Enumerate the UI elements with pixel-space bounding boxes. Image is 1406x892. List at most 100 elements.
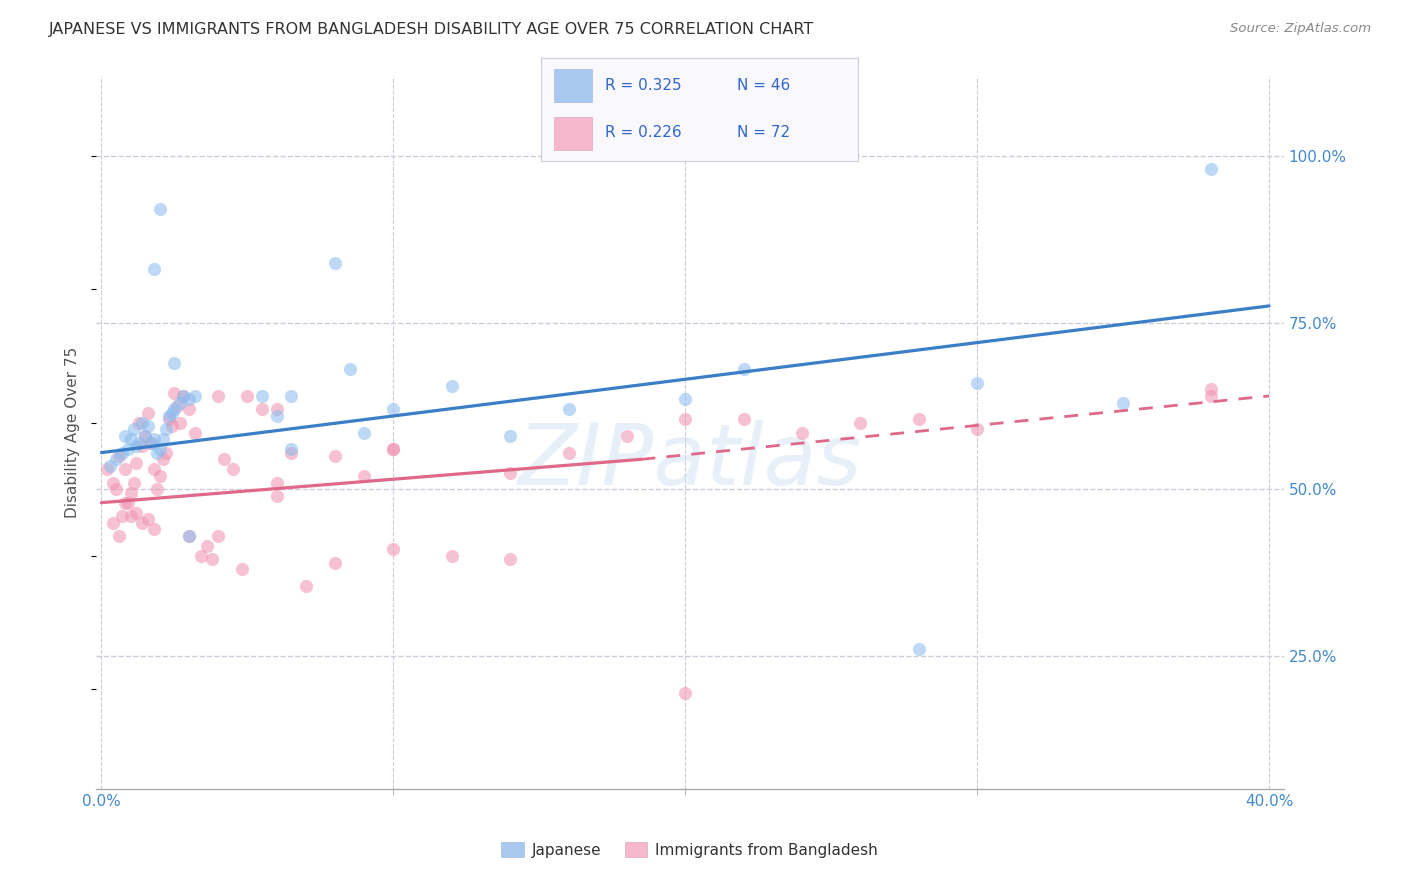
Point bbox=[499, 429, 522, 443]
Point bbox=[201, 552, 224, 566]
Point bbox=[169, 395, 191, 409]
Point bbox=[136, 419, 159, 434]
Point bbox=[152, 432, 174, 446]
Point bbox=[125, 456, 148, 470]
Point bbox=[149, 469, 172, 483]
Point bbox=[157, 409, 180, 423]
Point bbox=[101, 475, 124, 490]
Point bbox=[136, 512, 159, 526]
Point bbox=[266, 402, 288, 417]
Point bbox=[120, 432, 142, 446]
Y-axis label: Disability Age Over 75: Disability Age Over 75 bbox=[65, 347, 80, 518]
Point bbox=[122, 422, 145, 436]
Point bbox=[1199, 162, 1222, 177]
Point bbox=[146, 483, 169, 497]
Bar bbox=[554, 70, 592, 102]
Point bbox=[163, 402, 186, 417]
Point bbox=[166, 399, 188, 413]
Point bbox=[177, 529, 200, 543]
Point bbox=[157, 412, 180, 426]
Point bbox=[128, 416, 150, 430]
Point bbox=[172, 389, 194, 403]
Point bbox=[966, 376, 988, 390]
Point bbox=[353, 425, 375, 440]
Point bbox=[131, 416, 153, 430]
Point bbox=[136, 406, 159, 420]
Point bbox=[207, 389, 229, 403]
Point bbox=[280, 442, 302, 457]
Point bbox=[143, 432, 166, 446]
Point bbox=[139, 435, 162, 450]
Point bbox=[1199, 389, 1222, 403]
Point bbox=[163, 385, 186, 400]
Point bbox=[108, 449, 131, 463]
Point bbox=[382, 442, 405, 457]
Point bbox=[105, 452, 128, 467]
Point bbox=[160, 406, 183, 420]
Point bbox=[907, 412, 929, 426]
Point bbox=[207, 529, 229, 543]
Point bbox=[177, 402, 200, 417]
Text: N = 46: N = 46 bbox=[738, 78, 790, 93]
Point bbox=[143, 522, 166, 536]
Point bbox=[339, 362, 361, 376]
Point bbox=[184, 389, 207, 403]
Point bbox=[907, 642, 929, 657]
Point bbox=[134, 429, 156, 443]
Point bbox=[733, 412, 755, 426]
Point bbox=[323, 449, 346, 463]
Point bbox=[114, 429, 136, 443]
Point bbox=[250, 402, 273, 417]
Point bbox=[149, 202, 172, 217]
Point bbox=[557, 445, 579, 459]
Point bbox=[114, 462, 136, 476]
Point bbox=[499, 466, 522, 480]
Point bbox=[382, 402, 405, 417]
Point bbox=[143, 462, 166, 476]
Point bbox=[105, 483, 128, 497]
Text: R = 0.325: R = 0.325 bbox=[605, 78, 681, 93]
Point bbox=[152, 452, 174, 467]
Point bbox=[673, 412, 696, 426]
Point bbox=[673, 686, 696, 700]
Point bbox=[266, 489, 288, 503]
Point bbox=[280, 389, 302, 403]
Point bbox=[557, 402, 579, 417]
Point bbox=[190, 549, 212, 563]
Point bbox=[117, 496, 139, 510]
Point bbox=[212, 452, 235, 467]
Point bbox=[122, 475, 145, 490]
Point bbox=[440, 549, 463, 563]
Point bbox=[101, 516, 124, 530]
Point bbox=[108, 529, 131, 543]
Point bbox=[849, 416, 872, 430]
Point bbox=[117, 442, 139, 457]
Point bbox=[966, 422, 988, 436]
Point bbox=[149, 442, 172, 457]
Text: N = 72: N = 72 bbox=[738, 125, 790, 140]
Text: JAPANESE VS IMMIGRANTS FROM BANGLADESH DISABILITY AGE OVER 75 CORRELATION CHART: JAPANESE VS IMMIGRANTS FROM BANGLADESH D… bbox=[49, 22, 814, 37]
Point bbox=[114, 496, 136, 510]
Point bbox=[499, 552, 522, 566]
Point bbox=[172, 389, 194, 403]
Point bbox=[177, 392, 200, 407]
Text: Source: ZipAtlas.com: Source: ZipAtlas.com bbox=[1230, 22, 1371, 36]
Point bbox=[111, 445, 134, 459]
Legend: Japanese, Immigrants from Bangladesh: Japanese, Immigrants from Bangladesh bbox=[495, 836, 884, 863]
Point bbox=[236, 389, 259, 403]
Point bbox=[134, 429, 156, 443]
Point bbox=[323, 556, 346, 570]
Point bbox=[790, 425, 813, 440]
Point bbox=[222, 462, 245, 476]
Point bbox=[98, 458, 121, 473]
Point bbox=[195, 539, 218, 553]
Point bbox=[131, 439, 153, 453]
Point bbox=[266, 409, 288, 423]
Point bbox=[1112, 395, 1135, 409]
Point bbox=[323, 255, 346, 269]
Point bbox=[125, 439, 148, 453]
Text: ZIPatlas: ZIPatlas bbox=[517, 419, 862, 503]
Point bbox=[616, 429, 638, 443]
Point bbox=[163, 355, 186, 369]
Bar bbox=[554, 118, 592, 150]
